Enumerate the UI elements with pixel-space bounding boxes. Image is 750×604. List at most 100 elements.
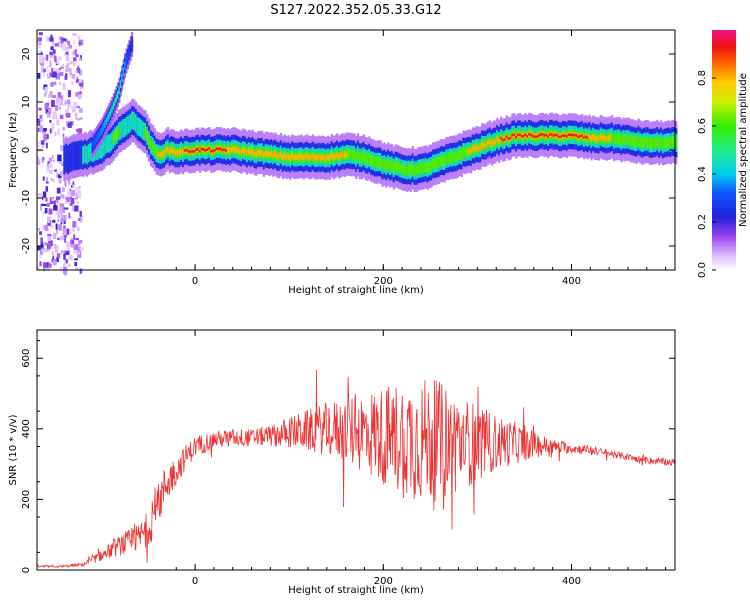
ridge-cell	[388, 160, 392, 172]
snr-panel: 0 200 400 0 200 400 600 Height of straight lin…	[8, 329, 676, 596]
noise-cell	[46, 54, 48, 61]
noise-cell	[44, 103, 49, 110]
branch-cell	[119, 80, 122, 88]
ridge-cell	[97, 141, 100, 160]
noise-cell	[73, 250, 78, 254]
noise-cell	[38, 44, 41, 49]
ridge-cell	[665, 137, 668, 148]
ridge-cell	[72, 141, 76, 171]
noise-cell	[72, 50, 75, 56]
noise-cell	[57, 237, 60, 241]
ridge-cell	[515, 135, 518, 139]
ridge-cell	[362, 150, 365, 162]
noise-cell	[65, 65, 69, 71]
noise-cell	[71, 205, 76, 212]
noise-cell	[77, 65, 80, 73]
ridge-cell	[492, 139, 495, 146]
noise-cell	[55, 227, 58, 235]
noise-cell	[55, 245, 59, 252]
ridge-cell	[255, 151, 258, 157]
ridge-cell	[430, 160, 433, 172]
noise-cell	[47, 76, 50, 79]
noise-cell	[74, 258, 78, 261]
noise-cell	[44, 242, 48, 246]
ridge-cell	[554, 133, 557, 137]
ridge-cell	[596, 136, 599, 142]
x-tick-label: 400	[562, 276, 581, 287]
noise-cell	[64, 259, 66, 265]
noise-cell	[63, 254, 66, 260]
noise-cell	[72, 61, 76, 66]
ridge-cell	[631, 135, 635, 147]
branch-cell	[93, 139, 95, 147]
noise-cell	[49, 119, 52, 123]
noise-cell	[37, 159, 41, 165]
ridge-cell	[507, 137, 510, 141]
branch-cell	[105, 117, 108, 126]
ridge-cell	[234, 146, 237, 152]
ridge-cell	[125, 117, 128, 136]
ridge-cell	[178, 150, 181, 156]
branch-cell	[131, 40, 134, 49]
noise-cell	[60, 66, 64, 69]
noise-cell	[52, 232, 57, 239]
ridge-cell	[360, 152, 364, 163]
noise-cell	[62, 127, 65, 131]
ridge-cell	[394, 160, 397, 172]
noise-cell	[51, 198, 55, 201]
noise-cell	[67, 99, 70, 105]
ridge-cell	[355, 152, 358, 163]
ridge-cell	[611, 131, 614, 143]
branch-cell	[117, 91, 119, 99]
noise-cell	[79, 268, 83, 274]
ridge-cell	[191, 149, 194, 153]
ridge-cell	[377, 156, 380, 168]
noise-cell	[79, 55, 82, 61]
ridge-cell	[567, 133, 571, 136]
noise-cell	[75, 238, 79, 241]
noise-cell	[51, 41, 55, 47]
noise-cell	[78, 57, 81, 61]
noise-cell	[40, 204, 42, 211]
ridge-cell	[309, 154, 313, 161]
noise-cell	[77, 128, 83, 135]
ridge-cell	[390, 160, 394, 171]
ridge-cell	[445, 153, 448, 164]
colorbar-tick-label: 0.0	[697, 262, 708, 278]
ridge-cell	[261, 149, 264, 155]
branch-cell	[107, 114, 110, 123]
noise-cell	[80, 86, 83, 90]
ridge-cell	[257, 149, 260, 156]
ridge-cell	[317, 154, 320, 160]
noise-cell	[64, 236, 66, 243]
ridge-cell	[558, 135, 561, 139]
ridge-cell	[404, 164, 407, 175]
noise-cell	[55, 68, 60, 72]
noise-cell	[40, 237, 43, 244]
ridge-cell	[242, 147, 245, 153]
noise-cell	[50, 225, 54, 229]
ridge-cell	[428, 161, 431, 172]
ridge-cell	[208, 147, 211, 150]
noise-cell	[55, 72, 60, 80]
ridge-cell	[112, 134, 115, 145]
noise-cell	[58, 158, 62, 164]
ridge-cell	[166, 146, 170, 152]
noise-cell	[71, 73, 76, 79]
noise-cell	[53, 159, 55, 162]
ridge-cell	[564, 134, 567, 137]
ridge-cell	[541, 133, 544, 136]
noise-cell	[64, 75, 68, 80]
noise-cell	[70, 198, 75, 205]
ridge-cell	[452, 151, 456, 163]
noise-cell	[49, 51, 53, 56]
ridge-cell	[501, 138, 505, 142]
ridge-cell	[373, 156, 377, 168]
noise-cell	[51, 67, 56, 74]
ridge-cell	[443, 155, 446, 167]
noise-cell	[76, 129, 79, 132]
noise-cell	[66, 51, 69, 58]
ridge-cell	[537, 134, 540, 138]
noise-cell	[51, 67, 53, 74]
